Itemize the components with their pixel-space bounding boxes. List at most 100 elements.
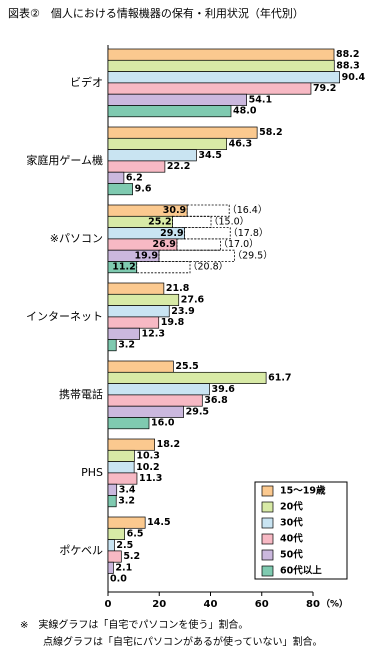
value-label: 16.0 [151, 418, 175, 429]
legend-swatch [261, 501, 274, 513]
bar [107, 472, 138, 485]
bar [107, 316, 160, 329]
category-label: ビデオ [70, 75, 103, 89]
value-label: 3.2 [118, 496, 135, 507]
value-label: 11.3 [139, 473, 162, 484]
legend-swatch [261, 533, 274, 545]
bar [107, 483, 118, 496]
bar [107, 160, 166, 173]
bar [107, 394, 203, 407]
legend-swatch [261, 549, 274, 561]
bar [107, 383, 210, 396]
value-label: 90.4 [342, 72, 366, 83]
bar [107, 539, 115, 552]
dotted-bar [176, 238, 221, 251]
bar [107, 171, 125, 184]
x-tick-label: 0 [105, 599, 112, 610]
dotted-value-label: （16.4） [227, 204, 267, 216]
bar [107, 405, 184, 418]
value-label: 88.2 [336, 49, 359, 60]
legend-label: 50代 [280, 549, 303, 561]
bar [107, 149, 197, 162]
value-label: 2.5 [116, 540, 133, 551]
bar [107, 82, 312, 95]
bar [107, 105, 232, 118]
bar [107, 339, 117, 352]
value-label: 3.4 [119, 484, 136, 495]
bar [107, 59, 335, 72]
bar [107, 449, 135, 462]
dotted-value-label: （17.0） [218, 238, 258, 250]
value-label: 88.3 [336, 60, 359, 71]
value-label: 5.2 [123, 551, 140, 562]
value-label: 9.6 [135, 184, 152, 195]
value-label: 36.8 [204, 395, 228, 406]
value-label: 48.0 [233, 106, 257, 117]
value-label: 26.9 [152, 239, 175, 250]
bar [107, 495, 117, 508]
category-label: PHS [81, 466, 103, 479]
bar [107, 93, 247, 106]
bar [107, 48, 335, 61]
dotted-value-label: （20.8） [188, 261, 228, 273]
legend-label: 30代 [280, 517, 303, 529]
bar [107, 438, 155, 451]
dotted-bar [172, 215, 212, 229]
legend-swatch [261, 485, 274, 497]
bar [107, 183, 133, 196]
chart-title: 図表② 個人における情報機器の保有・利用状況（年代別） [8, 6, 304, 20]
dotted-bar [158, 249, 235, 262]
value-label: 12.3 [142, 328, 165, 339]
value-label: 34.5 [198, 150, 221, 161]
value-label: 61.7 [268, 372, 291, 383]
bar [107, 527, 126, 540]
x-tick-label: 60 [255, 599, 269, 610]
value-label: 6.2 [126, 172, 143, 183]
bar [107, 293, 180, 306]
dotted-bar [184, 227, 231, 240]
legend-label: 20代 [280, 501, 303, 513]
dotted-value-label: （29.5） [233, 249, 273, 261]
value-label: 22.2 [167, 161, 190, 172]
dotted-value-label: （17.8） [228, 227, 268, 239]
value-label: 29.5 [186, 406, 209, 417]
x-tick-label: 80 [306, 599, 320, 610]
bar [107, 417, 150, 430]
x-axis-label: （%） [321, 599, 348, 610]
value-label: 54.1 [249, 94, 272, 105]
x-tick-label: 20 [152, 599, 166, 610]
legend-swatch [261, 517, 274, 529]
x-tick-label: 40 [204, 599, 218, 610]
note: 点線グラフは「自宅にパソコンがあるが使っていない」割合。 [43, 635, 323, 648]
legend-label: 60代以上 [280, 565, 322, 577]
value-label: 3.2 [118, 340, 135, 351]
category-label: インターネット [26, 310, 103, 323]
value-label: 14.5 [147, 517, 170, 528]
legend-label: 40代 [280, 533, 303, 545]
category-label: ※パソコン [50, 232, 103, 245]
value-label: 25.2 [148, 216, 171, 227]
bar [107, 461, 135, 474]
value-label: 39.6 [211, 384, 235, 395]
legend-box [254, 481, 348, 580]
bar [107, 305, 170, 318]
value-label: 10.2 [136, 462, 159, 473]
bar [107, 327, 140, 340]
value-label: 2.1 [115, 562, 132, 573]
value-label: 21.8 [166, 283, 190, 294]
bar [107, 137, 227, 150]
bar [107, 71, 340, 84]
value-label: 30.9 [163, 205, 186, 216]
value-label: 23.9 [171, 306, 194, 317]
value-label: 79.2 [313, 83, 336, 94]
note: ※ 実線グラフは「自宅でパソコンを使う」割合。 [20, 618, 248, 631]
bar [107, 360, 174, 373]
value-label: 46.3 [229, 138, 252, 149]
value-label: 19.9 [135, 250, 158, 261]
value-label: 0.0 [110, 574, 127, 585]
value-label: 11.2 [112, 262, 135, 273]
dotted-bar [186, 204, 230, 217]
value-label: 25.5 [175, 361, 198, 372]
bar [107, 516, 146, 529]
